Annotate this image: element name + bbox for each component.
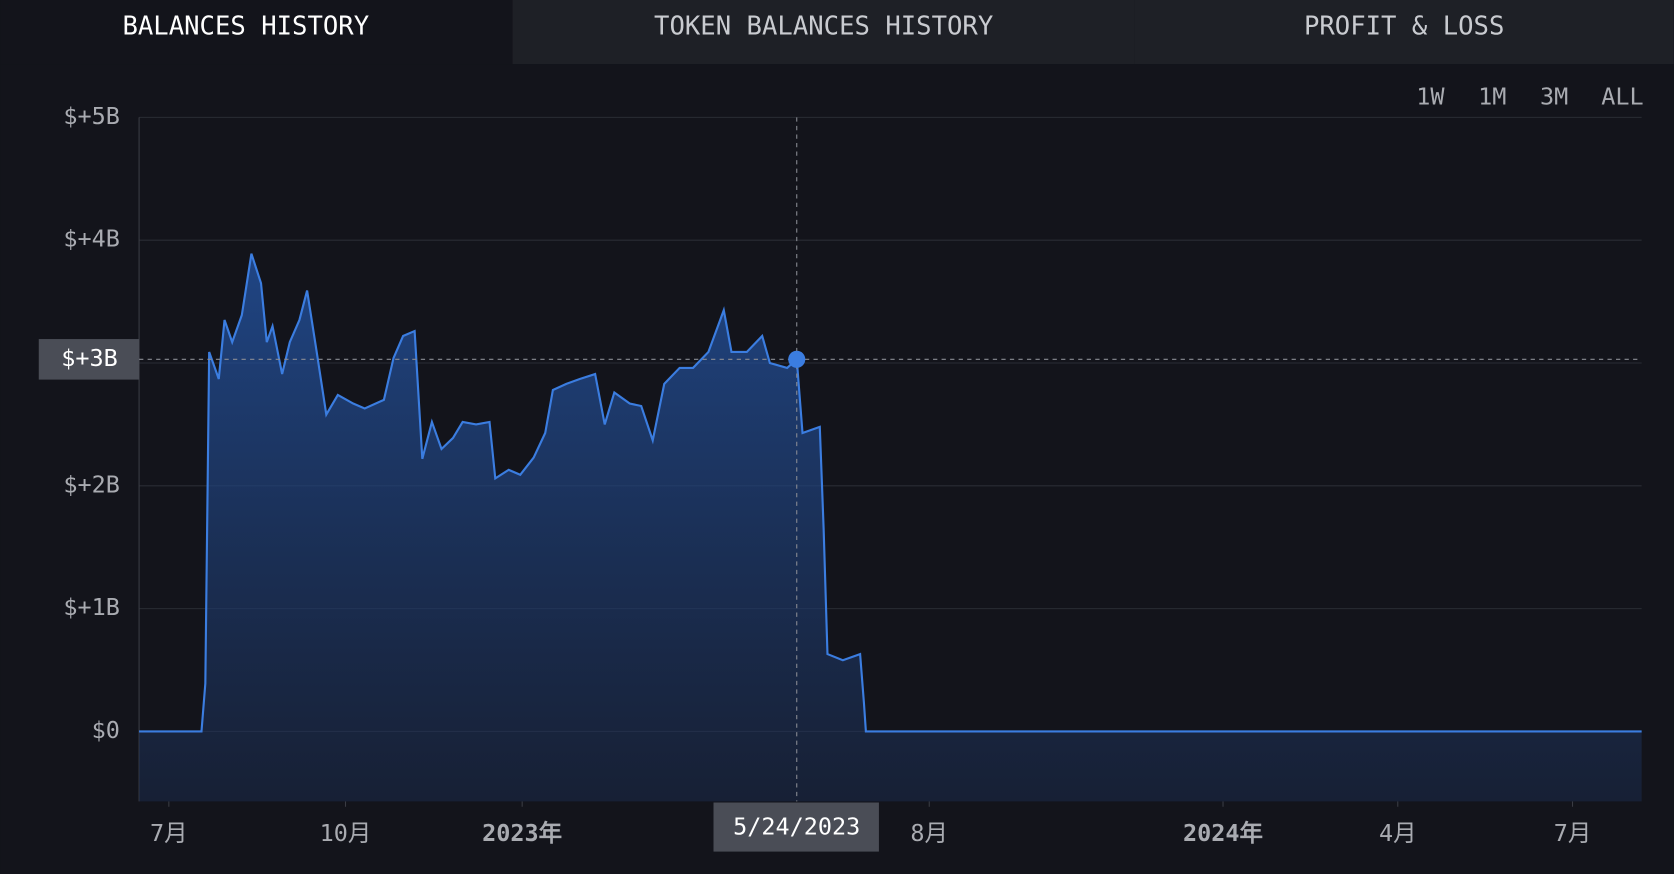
y-tick-label: $+2B [63,470,120,498]
tab-label[interactable]: BALANCES HISTORY [122,12,369,42]
tab-background[interactable] [512,0,1135,65]
crosshair-y-label: $+3B [61,344,118,372]
area-fill [139,253,1642,802]
x-tick-label: 4月 [1379,819,1417,847]
y-tick-label: $+1B [63,593,120,621]
crosshair-point [788,350,806,368]
tab-background[interactable] [1134,0,1674,65]
tab-label[interactable]: TOKEN BALANCES HISTORY [654,12,993,42]
tab-label[interactable]: PROFIT & LOSS [1304,12,1504,42]
series-line [139,253,1642,733]
x-tick-label: 10月 [320,819,372,847]
y-tick-label: $0 [92,716,120,744]
range-button[interactable]: ALL [1601,83,1643,111]
range-button[interactable]: 3M [1540,83,1568,111]
x-tick-label: 2023年 [482,819,562,847]
y-tick-label: $+5B [63,102,120,130]
crosshair-x-box [713,802,879,852]
range-button[interactable]: 1M [1478,83,1506,111]
x-tick-label: 8月 [910,819,948,847]
tab-background[interactable] [0,0,513,65]
x-tick-label: 7月 [1554,819,1592,847]
x-tick-label: 7月 [150,819,188,847]
x-tick-label: 2024年 [1183,819,1263,847]
crosshair-x-label: 5/24/2023 [733,813,860,841]
y-tick-label: $+4B [63,225,120,253]
range-button[interactable]: 1W [1416,83,1445,111]
crosshair-y-box [38,339,140,380]
